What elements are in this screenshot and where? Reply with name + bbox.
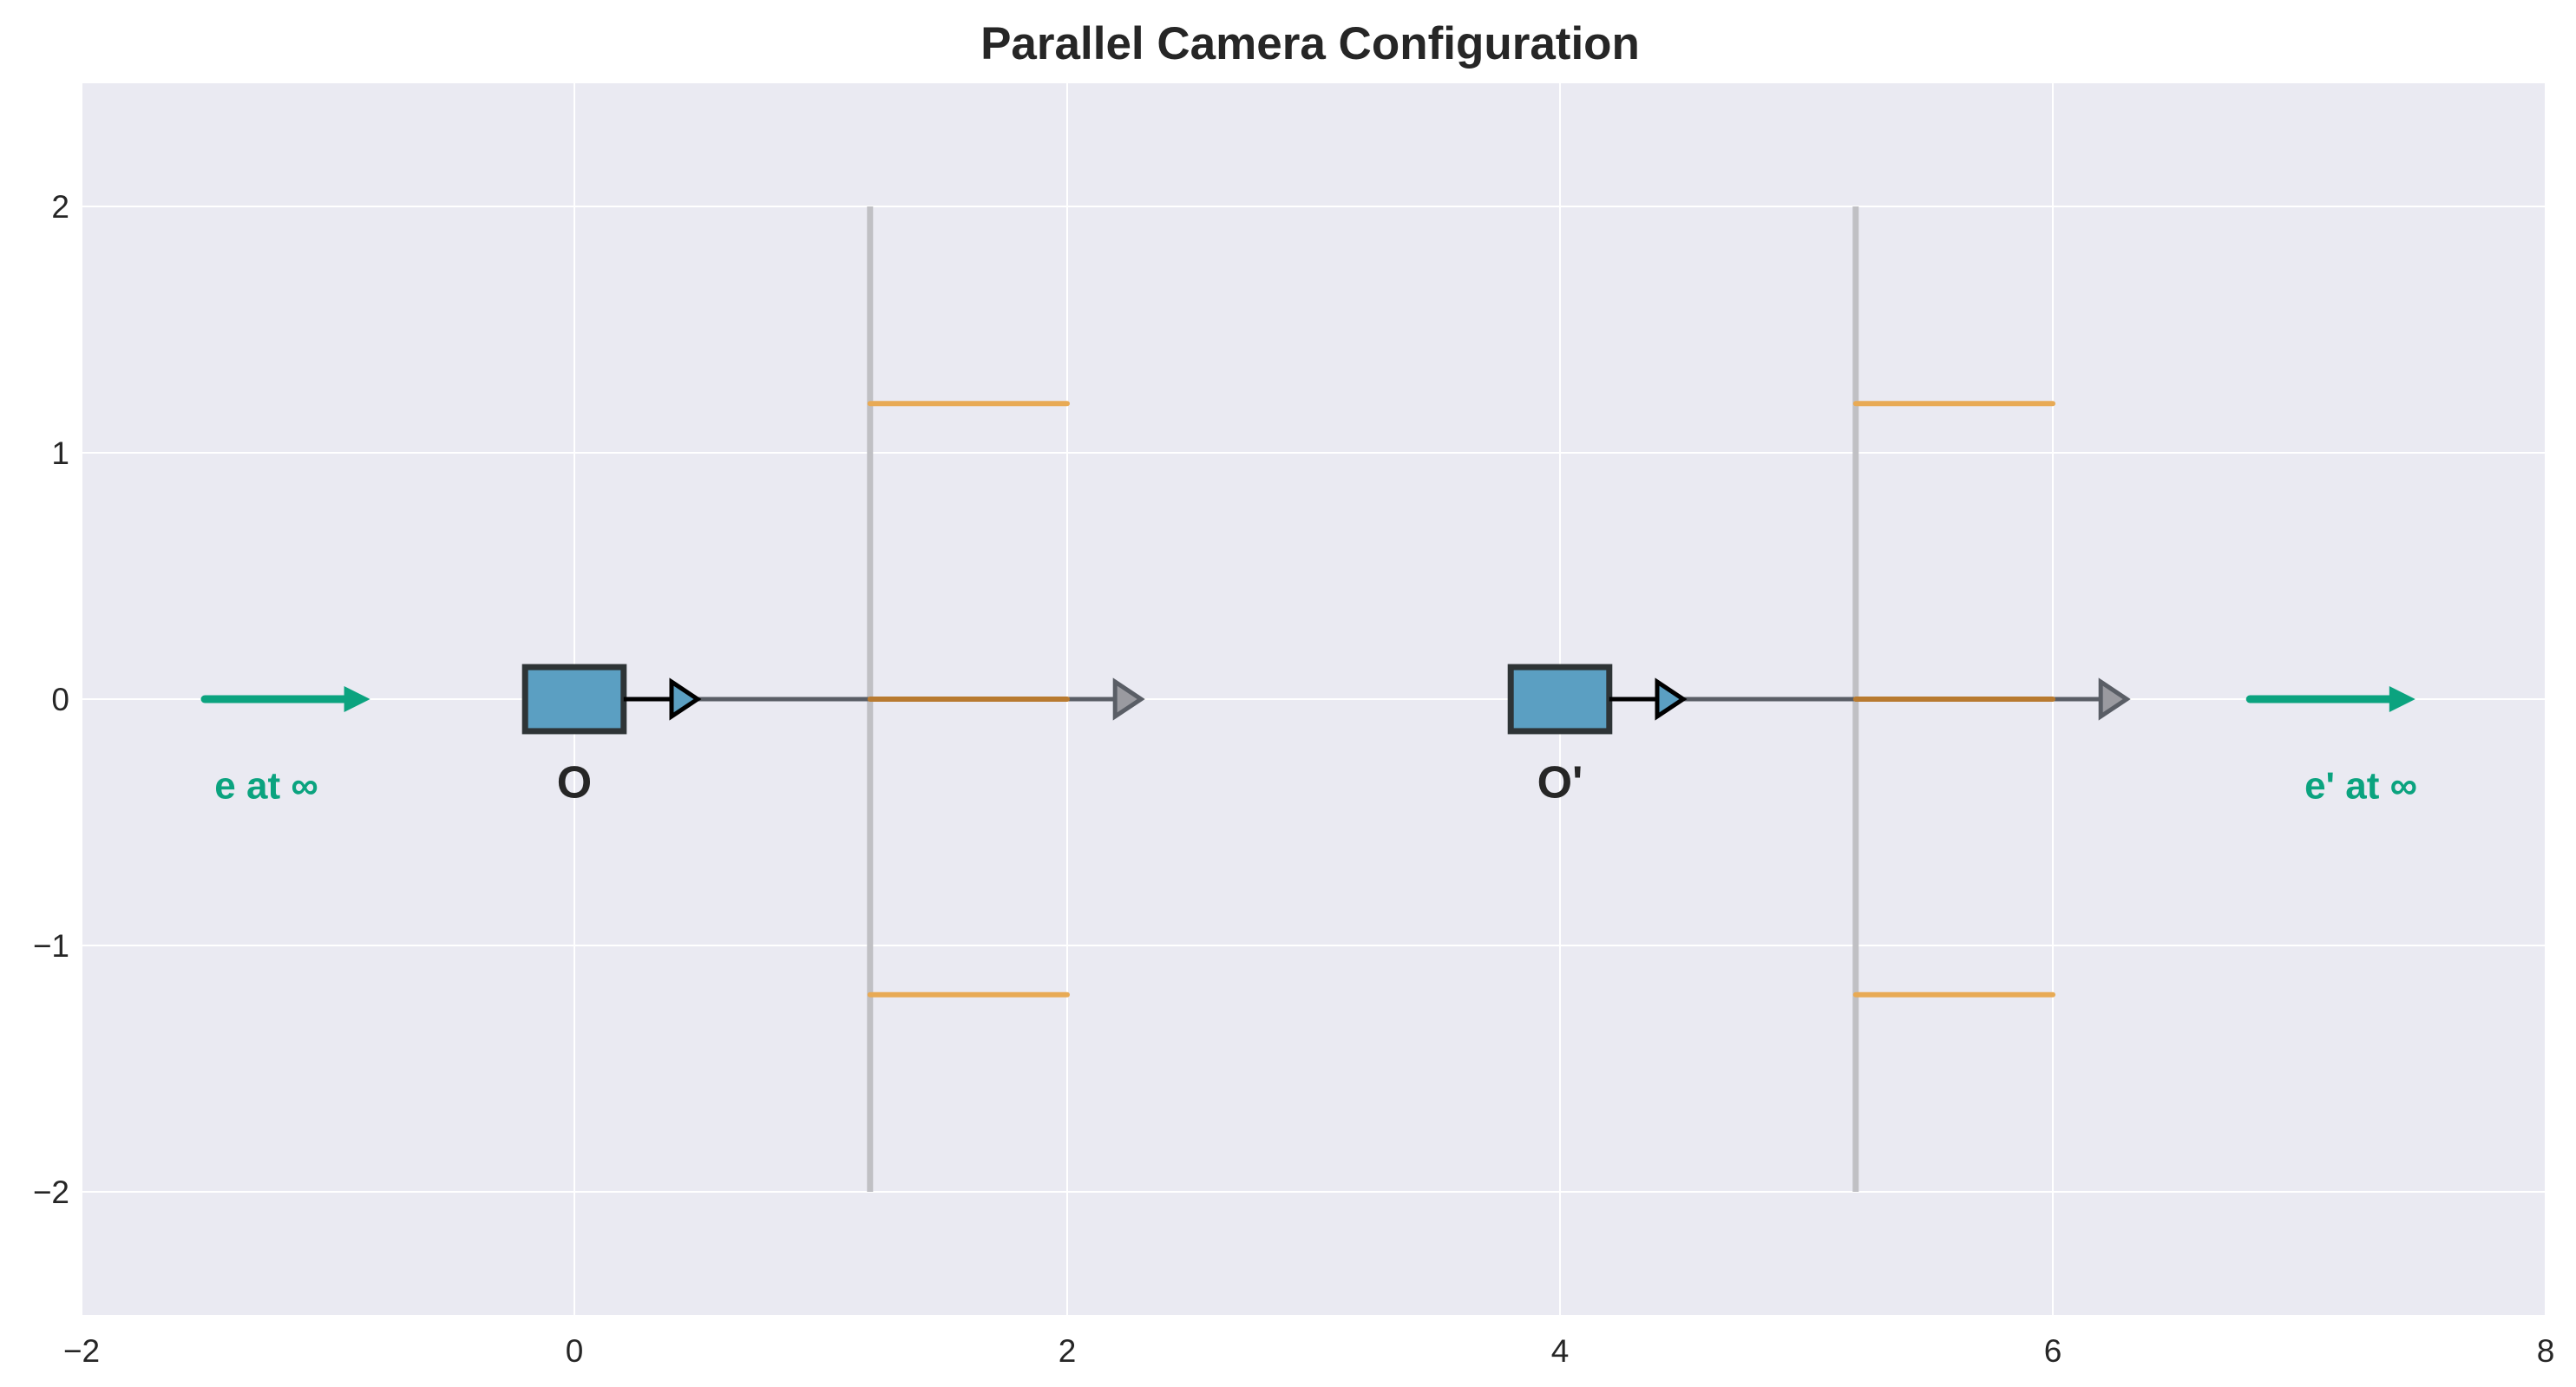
y-tick-label: 1 [51, 435, 69, 471]
camera-label: O' [1537, 758, 1583, 808]
optical-axis-arrowhead [1112, 677, 1145, 721]
x-tick-label: 0 [566, 1333, 584, 1369]
optical-axis-arrowhead [2098, 677, 2131, 721]
x-tick-label: 6 [2044, 1333, 2062, 1369]
y-tick-label: 0 [51, 682, 69, 717]
x-tick-label: 2 [1059, 1333, 1077, 1369]
epipole-arrowhead [344, 686, 370, 712]
camera-direction-arrowhead [669, 677, 702, 721]
x-tick-label: 8 [2537, 1333, 2555, 1369]
camera-label: O [557, 758, 592, 808]
x-tick-label: 4 [1551, 1333, 1570, 1369]
y-tick-label: −2 [33, 1174, 69, 1210]
figure-title: Parallel Camera Configuration [980, 18, 1640, 69]
camera-scene: O O' e at ∞ e' at ∞ [200, 206, 2417, 1192]
y-tick-label: 2 [51, 189, 69, 225]
y-tick-label: −1 [33, 928, 69, 964]
camera-direction-arrowhead [1655, 677, 1688, 721]
epipole-arrowhead [2389, 686, 2415, 712]
x-tick-label: −2 [63, 1333, 100, 1369]
tick-labels: −2 0 2 4 6 8 −2 −1 0 1 2 [33, 189, 2554, 1369]
camera-body [1507, 664, 1613, 735]
epipole-label: e at ∞ [214, 764, 318, 807]
epipole-label: e' at ∞ [2304, 764, 2417, 807]
camera-body [521, 664, 627, 735]
